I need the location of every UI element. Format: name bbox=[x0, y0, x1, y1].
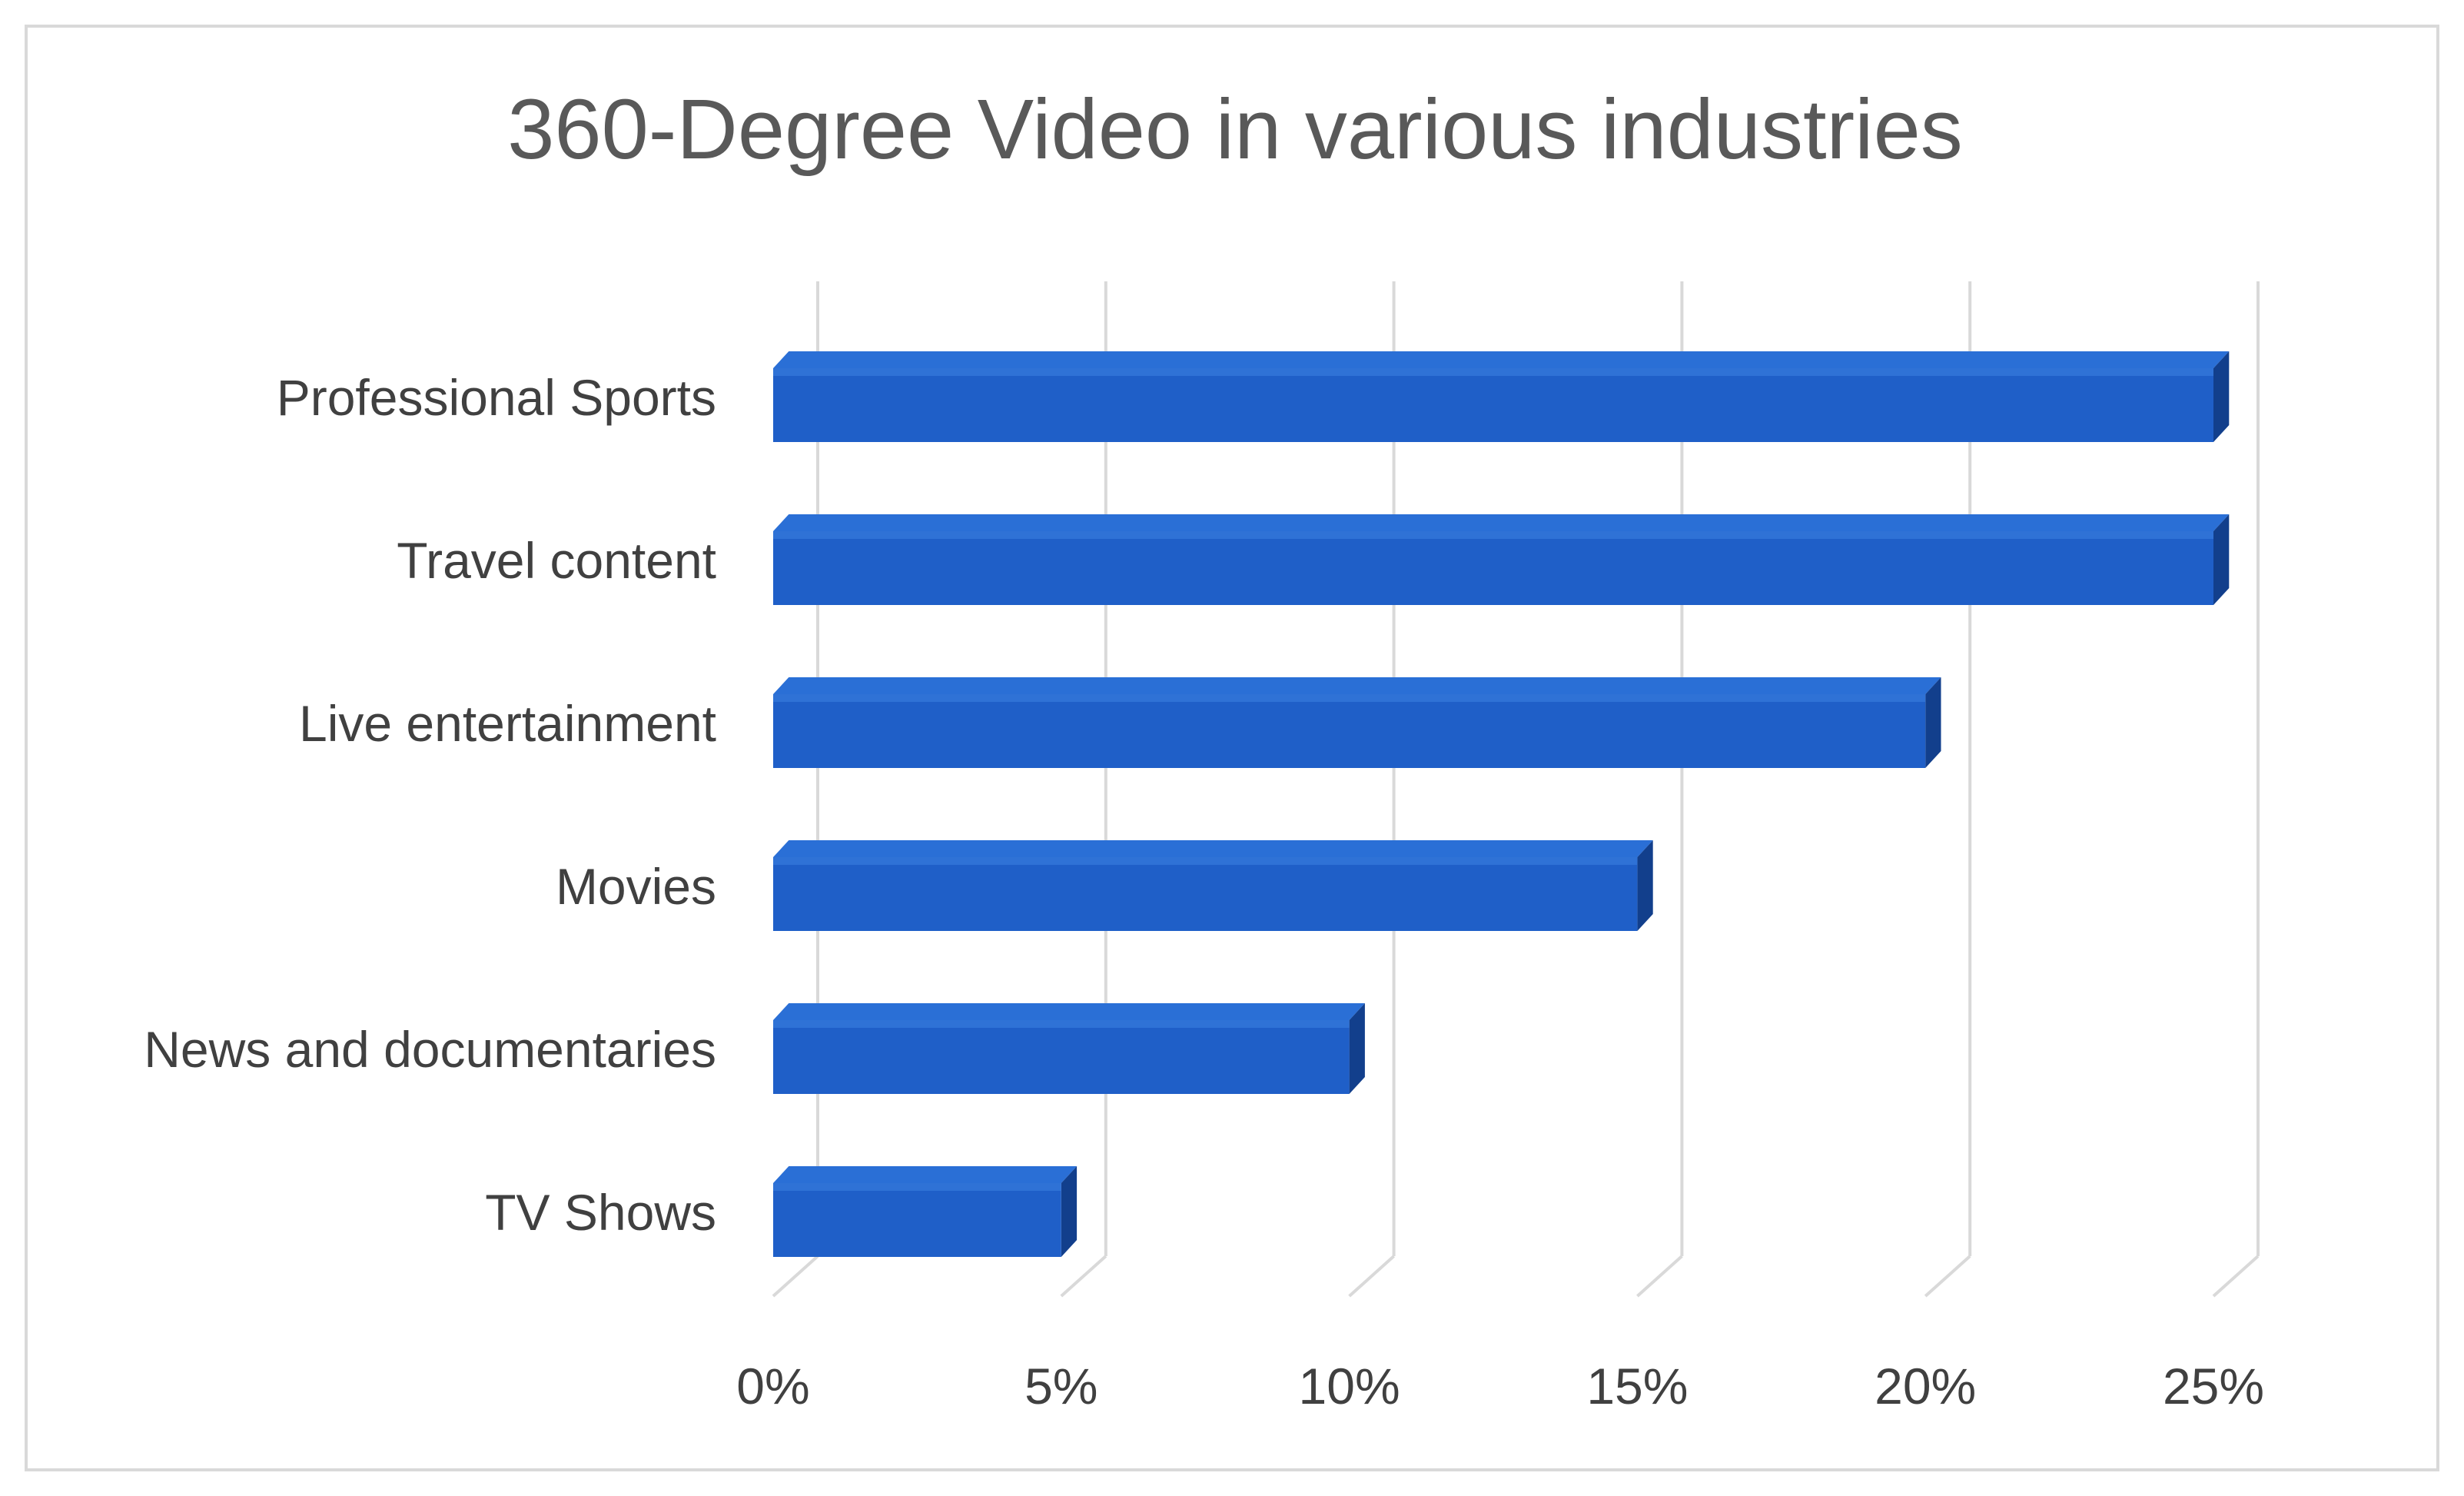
bar-front-face bbox=[773, 531, 2213, 605]
bar-2 bbox=[773, 514, 2230, 605]
bar-highlight bbox=[773, 531, 2213, 539]
bar-top-face bbox=[773, 514, 2230, 531]
bar-side-face bbox=[1349, 1003, 1365, 1094]
x-tick-label-5: 25% bbox=[2163, 1358, 2264, 1415]
bar-3 bbox=[773, 677, 1941, 768]
bar-front-face bbox=[773, 857, 1638, 931]
bar-4 bbox=[773, 840, 1653, 931]
bar-highlight bbox=[773, 1020, 1350, 1028]
category-label-1: Professional Sports bbox=[277, 369, 716, 426]
category-label-4: Movies bbox=[556, 858, 716, 915]
bar-5 bbox=[773, 1003, 1365, 1094]
bar-top-face bbox=[773, 677, 1941, 694]
x-tick-label-2: 10% bbox=[1299, 1358, 1400, 1415]
bar-highlight bbox=[773, 368, 2213, 376]
category-labels: Professional Sports Travel content Live en… bbox=[144, 369, 716, 1241]
category-label-5: News and documentaries bbox=[144, 1021, 716, 1078]
bar-top-face bbox=[773, 1003, 1365, 1020]
category-label-6: TV Shows bbox=[485, 1184, 716, 1241]
bar-highlight bbox=[773, 857, 1638, 865]
bar-front-face bbox=[773, 694, 1926, 768]
floor-gridline-1 bbox=[1060, 1255, 1107, 1298]
grid-layer bbox=[772, 281, 2260, 1298]
x-tick-label-4: 20% bbox=[1875, 1358, 1976, 1415]
bars-layer bbox=[773, 351, 2230, 1257]
chart-title: 360-Degree Video in various industries bbox=[507, 82, 1963, 177]
bar-6 bbox=[773, 1166, 1078, 1257]
bar-highlight bbox=[773, 1183, 1061, 1191]
bar-top-face bbox=[773, 1166, 1078, 1183]
bar-side-face bbox=[2213, 351, 2230, 442]
x-tick-label-0: 0% bbox=[736, 1358, 809, 1415]
category-label-2: Travel content bbox=[397, 532, 716, 589]
floor-gridline-3 bbox=[1636, 1255, 1683, 1298]
bar-top-face bbox=[773, 840, 1653, 857]
floor-gridline-4 bbox=[1924, 1255, 1971, 1298]
bar-side-face bbox=[2213, 514, 2230, 605]
bar-front-face bbox=[773, 1183, 1061, 1257]
bar-highlight bbox=[773, 694, 1926, 702]
floor-gridline-0 bbox=[772, 1255, 819, 1298]
x-tick-label-3: 15% bbox=[1586, 1358, 1688, 1415]
category-label-3: Live entertainment bbox=[299, 695, 716, 752]
bar-front-face bbox=[773, 1020, 1350, 1094]
bar-side-face bbox=[1061, 1166, 1078, 1257]
bar-side-face bbox=[1637, 840, 1653, 931]
bar-front-face bbox=[773, 368, 2213, 442]
x-tick-label-1: 5% bbox=[1024, 1358, 1098, 1415]
x-tick-labels: 0% 5% 10% 15% 20% 25% bbox=[736, 1358, 2264, 1415]
floor-gridline-2 bbox=[1348, 1255, 1395, 1298]
bar-side-face bbox=[1925, 677, 1941, 768]
chart-frame: 360-Degree Video in various industries P… bbox=[25, 25, 2439, 1471]
bar-chart: 360-Degree Video in various industries P… bbox=[144, 82, 2264, 1415]
bar-1 bbox=[773, 351, 2230, 442]
bar-top-face bbox=[773, 351, 2230, 368]
floor-gridline-5 bbox=[2212, 1255, 2260, 1298]
